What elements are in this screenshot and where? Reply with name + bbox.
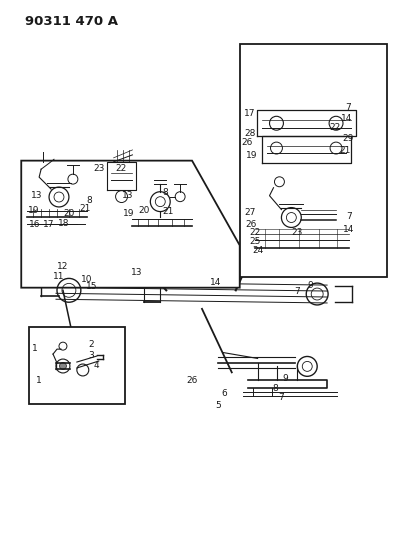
Text: 22: 22 [116, 164, 127, 173]
Text: 26: 26 [241, 138, 252, 147]
Text: 16: 16 [30, 220, 41, 229]
Text: 7: 7 [346, 212, 352, 221]
Text: 3: 3 [88, 351, 94, 360]
Text: 21: 21 [339, 146, 351, 155]
Text: 20: 20 [139, 206, 150, 215]
Text: 10: 10 [81, 275, 92, 284]
Circle shape [60, 362, 66, 369]
Text: 25: 25 [249, 237, 260, 246]
Text: 17: 17 [244, 109, 256, 117]
Text: 22: 22 [330, 123, 341, 132]
Text: 13: 13 [122, 191, 134, 200]
Text: 19: 19 [28, 206, 40, 215]
Text: 14: 14 [210, 278, 222, 287]
Text: 90311 470 A: 90311 470 A [25, 15, 118, 28]
Text: 18: 18 [58, 219, 70, 228]
Text: 27: 27 [244, 208, 255, 217]
Text: 29: 29 [342, 134, 354, 143]
Text: 13: 13 [131, 268, 142, 277]
Text: 14: 14 [343, 225, 355, 234]
Text: 23: 23 [292, 228, 303, 237]
Bar [240, 44, 387, 277]
Text: 5: 5 [215, 401, 221, 410]
Polygon shape [21, 160, 240, 288]
Text: 26: 26 [186, 376, 198, 385]
Text: 26: 26 [245, 220, 256, 229]
Text: 11: 11 [53, 271, 65, 280]
Text: 21: 21 [162, 207, 174, 216]
Text: 7: 7 [345, 103, 351, 112]
Text: 28: 28 [244, 128, 255, 138]
Text: 2: 2 [88, 341, 94, 349]
Text: 4: 4 [94, 361, 100, 370]
Text: 20: 20 [63, 209, 75, 218]
Text: 6: 6 [221, 389, 227, 398]
Bar [29, 327, 124, 404]
Text: 19: 19 [246, 151, 257, 160]
Text: 21: 21 [79, 204, 90, 213]
Text: 1: 1 [32, 344, 38, 353]
Text: 13: 13 [31, 191, 43, 200]
Text: 7: 7 [294, 287, 300, 296]
Text: 1: 1 [36, 376, 42, 385]
Text: 22: 22 [249, 228, 260, 237]
Text: 15: 15 [86, 282, 98, 291]
Text: 9: 9 [308, 280, 313, 289]
Text: 17: 17 [43, 220, 55, 229]
Text: 23: 23 [93, 164, 104, 173]
Text: 8: 8 [86, 196, 92, 205]
Text: 8: 8 [272, 384, 278, 393]
Text: 12: 12 [57, 262, 69, 271]
Text: 19: 19 [123, 209, 134, 218]
Text: 24: 24 [252, 246, 263, 255]
Text: 9: 9 [282, 374, 288, 383]
Text: 8: 8 [162, 188, 168, 197]
Text: 7: 7 [278, 393, 284, 402]
Text: 14: 14 [340, 114, 352, 123]
